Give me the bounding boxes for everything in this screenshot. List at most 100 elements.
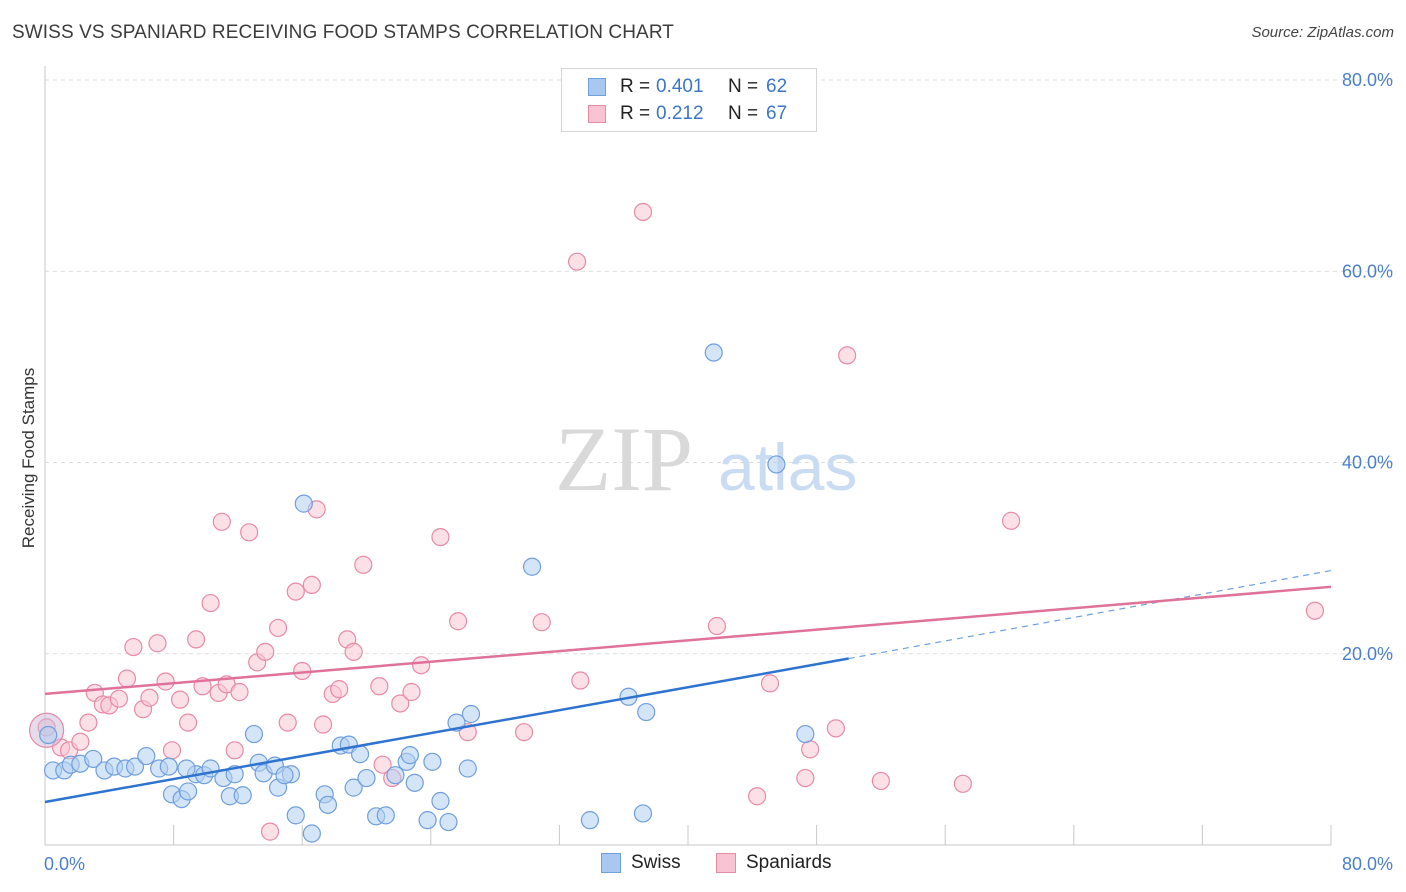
watermark-zip: ZIP bbox=[555, 408, 693, 510]
swiss-trend-line bbox=[44, 657, 849, 804]
data-point bbox=[140, 688, 159, 707]
data-point bbox=[357, 768, 376, 788]
spaniards-swatch bbox=[716, 853, 736, 873]
data-point bbox=[418, 811, 437, 830]
data-point bbox=[760, 674, 780, 693]
n-label: N = bbox=[728, 76, 759, 97]
data-point bbox=[109, 689, 129, 708]
data-point bbox=[567, 252, 587, 271]
data-point bbox=[268, 618, 288, 638]
data-point bbox=[84, 749, 103, 769]
data-point bbox=[431, 527, 450, 547]
data-point bbox=[244, 724, 264, 744]
legend-label-swiss: Swiss bbox=[631, 852, 681, 873]
stats-legend: R = 0.401 N = 62 R = 0.212 N = 67 bbox=[561, 68, 817, 132]
data-point bbox=[240, 523, 259, 542]
legend-row-spaniards: R = 0.212 N = 67 bbox=[588, 102, 787, 126]
swiss-swatch bbox=[601, 853, 621, 873]
data-point bbox=[461, 704, 481, 724]
legend-label-spaniards: Spaniards bbox=[746, 852, 832, 873]
data-point bbox=[79, 713, 98, 732]
trend-lines bbox=[44, 569, 1332, 804]
data-point bbox=[633, 804, 653, 823]
series-legend: Swiss Spaniards bbox=[0, 852, 1406, 878]
data-point bbox=[354, 555, 373, 574]
data-point bbox=[170, 690, 190, 709]
spaniards-points bbox=[29, 202, 1325, 841]
data-point bbox=[286, 582, 305, 601]
data-point bbox=[302, 824, 321, 843]
data-point bbox=[278, 713, 297, 732]
data-point bbox=[201, 593, 220, 613]
spaniards-trend-line bbox=[44, 585, 1332, 696]
data-point bbox=[156, 672, 175, 691]
tick-labels: 20.0% 40.0% 60.0% 80.0% 0.0% 80.0% bbox=[44, 70, 1393, 874]
data-point bbox=[330, 680, 349, 699]
data-point bbox=[796, 768, 815, 788]
data-point bbox=[402, 682, 421, 702]
watermark: ZIP atlas bbox=[555, 408, 857, 510]
swiss-trend-extension bbox=[848, 569, 1332, 660]
data-point bbox=[233, 786, 252, 805]
r-label: R = bbox=[620, 76, 651, 97]
data-point bbox=[137, 746, 156, 766]
data-point bbox=[260, 822, 280, 841]
data-point bbox=[275, 766, 294, 785]
data-point bbox=[1002, 511, 1021, 530]
y-tick-label: 80.0% bbox=[1342, 70, 1393, 90]
data-point bbox=[637, 702, 656, 722]
data-point bbox=[704, 343, 723, 362]
y-tick-label: 20.0% bbox=[1342, 644, 1393, 664]
data-point bbox=[286, 806, 305, 825]
spaniards-swatch bbox=[588, 105, 606, 123]
data-point bbox=[838, 346, 857, 365]
data-point bbox=[801, 740, 820, 759]
data-point bbox=[439, 812, 458, 832]
data-point bbox=[386, 766, 405, 785]
data-point bbox=[124, 637, 143, 657]
data-point bbox=[302, 575, 321, 595]
data-point bbox=[826, 719, 845, 738]
data-point bbox=[767, 455, 786, 474]
legend-item-spaniards[interactable]: Spaniards bbox=[716, 852, 832, 874]
data-point bbox=[522, 557, 542, 576]
r-value: 0.212 bbox=[656, 103, 704, 124]
x-tick-label: 0.0% bbox=[44, 854, 85, 874]
data-point bbox=[256, 642, 275, 661]
data-point bbox=[148, 634, 167, 653]
data-point bbox=[344, 642, 363, 661]
data-point bbox=[571, 671, 590, 690]
data-point bbox=[376, 806, 395, 825]
data-point bbox=[212, 512, 231, 531]
chart-title: SWISS VS SPANIARD RECEIVING FOOD STAMPS … bbox=[12, 22, 674, 43]
data-point bbox=[707, 616, 727, 636]
data-point bbox=[431, 791, 450, 811]
watermark-atlas: atlas bbox=[718, 430, 857, 504]
data-point bbox=[294, 494, 313, 513]
n-value: 62 bbox=[766, 76, 788, 97]
data-point bbox=[318, 795, 338, 814]
data-point bbox=[580, 811, 600, 830]
y-axis-label: Receiving Food Stamps bbox=[19, 368, 38, 548]
axes bbox=[44, 66, 1332, 846]
y-tick-label: 60.0% bbox=[1342, 261, 1393, 281]
r-value: 0.401 bbox=[656, 76, 704, 97]
data-point bbox=[225, 741, 244, 760]
swiss-swatch bbox=[588, 78, 606, 96]
data-point bbox=[159, 757, 178, 776]
data-point bbox=[748, 787, 767, 806]
data-point bbox=[412, 656, 431, 675]
legend-row-swiss: R = 0.401 N = 62 bbox=[588, 75, 787, 99]
data-point bbox=[370, 677, 389, 696]
n-label: N = bbox=[728, 103, 759, 124]
data-point bbox=[458, 759, 477, 778]
data-point bbox=[230, 682, 249, 702]
data-point bbox=[178, 713, 198, 732]
swiss-points bbox=[39, 343, 815, 843]
data-point bbox=[1305, 601, 1325, 620]
data-point bbox=[71, 732, 90, 751]
data-point bbox=[187, 630, 206, 649]
data-point bbox=[871, 771, 891, 791]
data-point bbox=[350, 745, 370, 764]
legend-item-swiss[interactable]: Swiss bbox=[601, 852, 681, 874]
